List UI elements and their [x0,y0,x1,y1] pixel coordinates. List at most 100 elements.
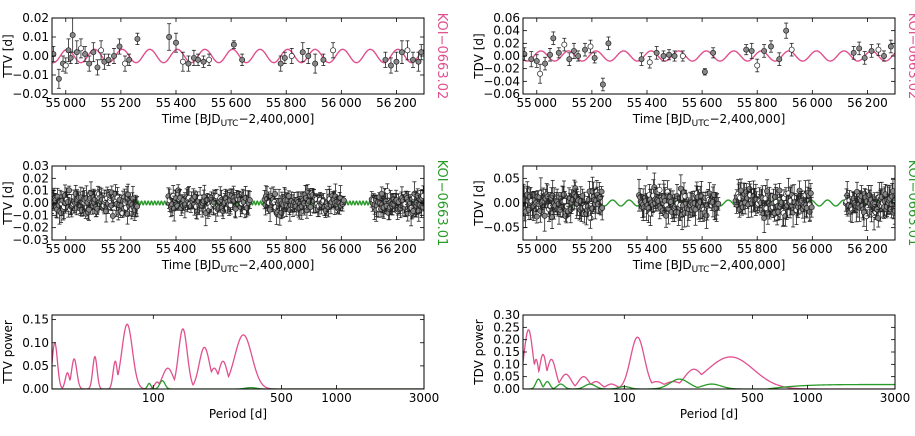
y-axis-label: TTV power [1,320,15,385]
plot-area [52,323,424,389]
axes-frame [51,17,425,95]
x-tick-label: 56 000 [321,242,362,256]
y-tick-label: 0.05 [493,171,520,185]
data-point [410,51,416,68]
x-tick-label: 55 200 [101,242,142,256]
data-point [772,183,779,210]
data-point [807,183,814,204]
data-point [185,55,192,72]
y-tick-label: 0.06 [493,11,520,25]
data-point [134,196,141,217]
x-tick-label: 55 800 [266,242,307,256]
data-point [134,32,141,45]
panel-tdvpow: 100 500 1000 3000 0.000.050.100.150.200.250.… [472,308,910,421]
data-point [710,47,717,59]
koi-side-label: KOI−0663.02 [434,13,449,100]
data-point [566,52,573,66]
data-point [591,52,598,64]
x-tick-label: 55 200 [572,96,613,110]
y-tick-label: 0.15 [22,313,49,327]
power-series [523,378,895,389]
power-series [523,329,895,389]
y-tick-label: 0.10 [493,357,520,371]
y-tick-label: −0.06 [483,87,520,101]
data-point [579,188,586,204]
data-point [754,58,761,73]
data-point [666,49,672,61]
data-point [656,183,663,197]
x-tick-label: 55 600 [211,96,252,110]
plot-area [523,22,895,92]
x-tick-label: 55 600 [211,242,252,256]
data-point [549,205,556,230]
x-tick-label: 55 000 [45,96,86,110]
data-point [195,53,201,66]
data-point [783,22,790,39]
y-tick-label: 0.03 [22,159,49,173]
data-point [246,191,253,210]
data-point [281,51,288,64]
data-point [582,42,588,57]
koi-side-label: KOI−0663.01 [905,160,915,247]
data-point [605,36,612,51]
y-tick-label: −0.02 [483,62,520,76]
data-point [646,56,653,69]
data-point [550,31,557,45]
x-tick-label: 56 000 [792,96,833,110]
data-point [77,38,84,59]
data-point [537,63,544,84]
plot-area [523,329,895,389]
y-tick-label: 0.20 [493,333,520,347]
panel-ttvpow: 100 500 1000 3000 0.00 0.05 0.10 0.15 TTV power P… [1,313,439,421]
panel-tdv02: 55 000 55 200 55 400 55 600 55 800 56 000 56 2… [472,11,915,129]
y-tick-label: 0.00 [493,196,520,210]
y-tick-label: −0.05 [483,221,520,235]
data-point [418,44,424,61]
y-tick-label: 0.00 [22,49,49,63]
data-point [528,51,535,68]
y-tick-label: 0.15 [493,345,520,359]
data-point [803,197,810,219]
panel-ttv01: 55 000 55 200 55 400 55 600 55 800 56 000 56 2… [1,159,449,275]
x-axis-label: Period [d] [680,407,738,421]
data-point [555,47,562,59]
data-point [122,55,128,72]
y-tick-label: 0.10 [22,336,49,350]
y-tick-label: −0.01 [12,208,49,222]
x-tick-label: 55 400 [156,242,197,256]
data-point [415,51,422,72]
data-point [850,46,857,60]
data-point [653,46,660,60]
data-point [404,40,411,61]
panel-ttv02: 55 000 55 200 55 400 55 600 55 800 56 000 56 2… [1,11,449,129]
x-tick-label: 55 600 [682,96,723,110]
data-point [86,55,93,72]
data-point [239,53,246,66]
x-tick-label: 55 000 [516,96,557,110]
y-tick-label: 0.00 [493,382,520,396]
x-tick-label: 55 400 [627,96,668,110]
x-axis-label: Time [BJDUTC−2,400,000] [161,258,315,275]
data-point [547,48,553,62]
data-point [768,40,774,53]
data-point [875,43,882,56]
x-axis-label: Time [BJDUTC−2,400,000] [632,112,786,129]
data-point [82,46,89,63]
data-point [116,38,123,55]
data-point [761,44,768,58]
y-tick-label: 0.25 [493,320,520,334]
data-point [305,48,312,64]
x-tick-label: 500 [741,391,764,405]
plot-area [52,18,424,89]
data-point [861,51,868,65]
data-point [599,195,606,221]
y-tick-label: −0.01 [12,68,49,82]
data-point [62,57,69,74]
x-tick-label: 55 800 [266,96,307,110]
data-point [340,195,347,205]
data-point [288,48,295,64]
x-tick-label: 56 200 [376,242,417,256]
y-tick-label: 0.02 [493,36,520,50]
koi-side-label: KOI−0663.01 [434,160,449,247]
plot-area [52,181,424,227]
